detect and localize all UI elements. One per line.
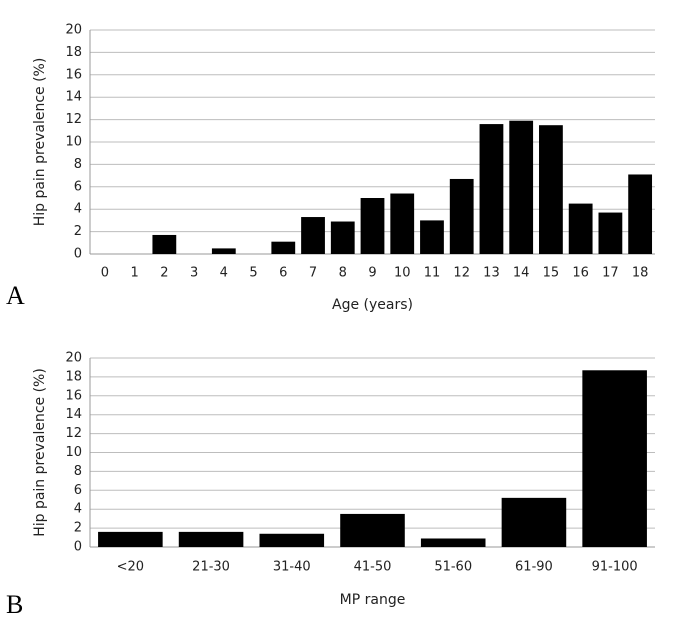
y-tick-label: 16 xyxy=(65,388,82,403)
x-tick-label: 31-40 xyxy=(273,560,311,575)
y-axis-title: Hip pain prevalence (%) xyxy=(32,368,48,537)
y-tick-label: 14 xyxy=(65,407,82,422)
y-tick-label: 14 xyxy=(65,90,82,105)
bar xyxy=(479,124,504,254)
y-tick-label: 0 xyxy=(74,540,82,555)
bar xyxy=(568,203,593,254)
x-tick-label: 91-100 xyxy=(592,560,638,575)
y-tick-label: 20 xyxy=(65,351,82,366)
x-tick-label: 17 xyxy=(602,266,619,281)
y-tick-label: 6 xyxy=(74,179,82,194)
bar xyxy=(360,198,385,254)
bar xyxy=(582,370,647,547)
x-tick-label: 21-30 xyxy=(192,560,230,575)
y-tick-label: 4 xyxy=(74,502,82,517)
bar xyxy=(539,125,563,254)
x-tick-label: 11 xyxy=(424,266,441,281)
bar xyxy=(301,217,325,254)
bar xyxy=(449,178,474,254)
x-tick-label: 5 xyxy=(249,266,257,281)
x-tick-label: 3 xyxy=(190,266,198,281)
bar xyxy=(420,220,444,254)
y-tick-label: 0 xyxy=(74,247,82,262)
x-tick-label: 15 xyxy=(543,266,560,281)
x-tick-label: 10 xyxy=(394,266,411,281)
x-tick-label: 0 xyxy=(101,266,109,281)
x-tick-label: 16 xyxy=(572,266,589,281)
panel-label: B xyxy=(6,590,23,619)
y-tick-label: 12 xyxy=(65,426,82,441)
y-tick-label: 6 xyxy=(74,483,82,498)
y-tick-label: 18 xyxy=(65,45,82,60)
x-tick-label: 51-60 xyxy=(434,560,472,575)
y-tick-label: 18 xyxy=(65,369,82,384)
y-tick-label: 4 xyxy=(74,202,82,217)
x-tick-label: 13 xyxy=(483,266,500,281)
x-tick-label: 7 xyxy=(309,266,317,281)
x-tick-label: 8 xyxy=(339,266,347,281)
y-tick-label: 10 xyxy=(65,445,82,460)
x-axis-title: MP range xyxy=(340,592,406,608)
bar xyxy=(501,497,567,547)
x-tick-label: 18 xyxy=(632,266,649,281)
bar xyxy=(98,531,163,547)
bar xyxy=(211,248,236,254)
x-tick-label: <20 xyxy=(117,560,144,575)
x-tick-label: 1 xyxy=(130,266,138,281)
x-tick-label: 6 xyxy=(279,266,287,281)
y-tick-label: 8 xyxy=(74,464,82,479)
y-tick-label: 12 xyxy=(65,112,82,127)
y-tick-label: 10 xyxy=(65,135,82,150)
panel-label: A xyxy=(6,281,25,310)
y-axis-title: Hip pain prevalence (%) xyxy=(32,58,48,227)
y-tick-label: 2 xyxy=(74,521,82,536)
x-tick-label: 61-90 xyxy=(515,560,553,575)
bar xyxy=(628,174,653,254)
x-tick-label: 9 xyxy=(368,266,376,281)
x-axis-title: Age (years) xyxy=(332,297,413,313)
bar xyxy=(340,513,405,547)
y-tick-label: 16 xyxy=(65,67,82,82)
bar xyxy=(420,538,486,547)
y-tick-label: 2 xyxy=(74,224,82,239)
x-tick-label: 41-50 xyxy=(354,560,392,575)
y-tick-label: 8 xyxy=(74,157,82,172)
bar xyxy=(271,241,296,254)
x-tick-label: 4 xyxy=(220,266,228,281)
bar xyxy=(259,533,325,547)
bar xyxy=(390,193,415,254)
x-tick-label: 14 xyxy=(513,266,530,281)
bar xyxy=(178,531,244,547)
bar xyxy=(152,234,177,254)
bar xyxy=(598,212,623,254)
x-tick-label: 2 xyxy=(160,266,168,281)
x-tick-label: 12 xyxy=(453,266,470,281)
y-tick-label: 20 xyxy=(65,23,82,38)
bar xyxy=(509,120,534,254)
bar xyxy=(330,221,355,254)
